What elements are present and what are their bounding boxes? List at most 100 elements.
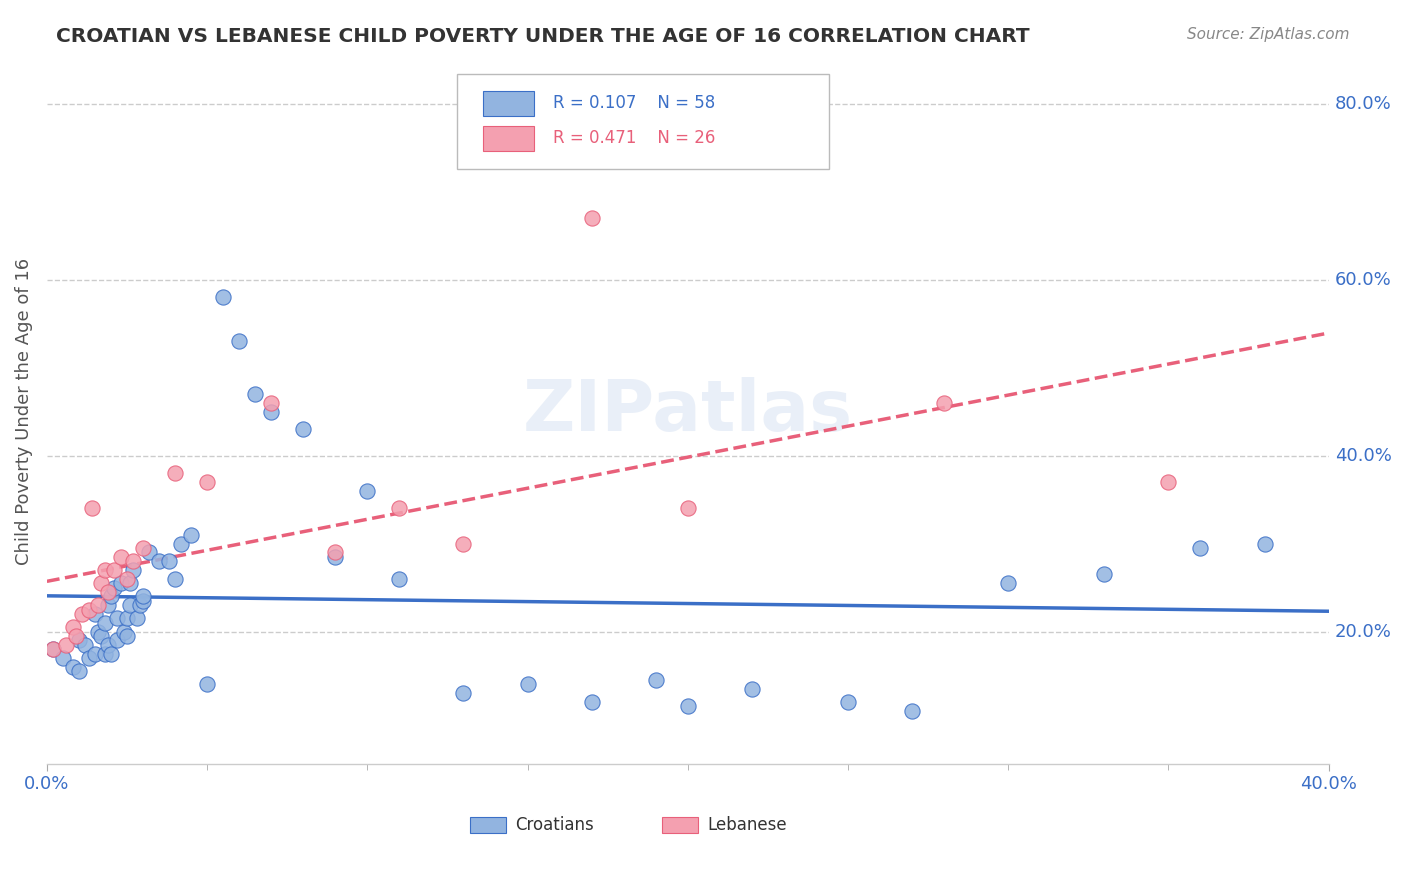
Point	[42, 642, 65, 657]
Text: 40.0%: 40.0%	[1336, 447, 1392, 465]
Point	[80, 501, 103, 516]
Point	[323, 549, 346, 564]
Point	[243, 387, 266, 401]
Point	[62, 620, 84, 634]
Point	[52, 651, 75, 665]
Point	[87, 624, 110, 639]
Point	[115, 611, 138, 625]
Text: 60.0%: 60.0%	[1336, 270, 1392, 289]
Point	[112, 624, 135, 639]
Point	[292, 422, 315, 436]
Point	[97, 599, 120, 613]
Text: 80.0%: 80.0%	[1336, 95, 1392, 112]
Point	[115, 629, 138, 643]
Point	[77, 651, 100, 665]
Point	[42, 642, 65, 657]
Point	[110, 576, 132, 591]
Point	[165, 572, 187, 586]
Point	[110, 549, 132, 564]
Point	[90, 576, 112, 591]
Point	[84, 647, 107, 661]
Point	[90, 629, 112, 643]
Point	[157, 554, 180, 568]
Point	[120, 576, 142, 591]
Text: Croatians: Croatians	[515, 816, 593, 834]
Point	[67, 665, 90, 679]
Point	[55, 638, 77, 652]
Text: R = 0.471    N = 26: R = 0.471 N = 26	[553, 129, 716, 147]
Point	[165, 467, 187, 481]
Point	[356, 483, 378, 498]
Text: CROATIAN VS LEBANESE CHILD POVERTY UNDER THE AGE OF 16 CORRELATION CHART: CROATIAN VS LEBANESE CHILD POVERTY UNDER…	[56, 27, 1029, 45]
Point	[70, 607, 93, 621]
Point	[115, 572, 138, 586]
FancyBboxPatch shape	[457, 74, 828, 169]
Point	[122, 563, 145, 577]
Point	[75, 638, 97, 652]
Point	[132, 594, 155, 608]
Point	[644, 673, 666, 687]
Point	[93, 615, 115, 630]
Point	[138, 545, 160, 559]
Point	[132, 590, 155, 604]
Point	[388, 501, 411, 516]
Point	[87, 599, 110, 613]
Point	[901, 704, 924, 718]
Point	[67, 633, 90, 648]
Point	[453, 686, 475, 700]
Point	[128, 599, 150, 613]
Text: R = 0.107    N = 58: R = 0.107 N = 58	[553, 95, 716, 112]
Point	[228, 334, 250, 349]
Point	[125, 611, 148, 625]
FancyBboxPatch shape	[662, 817, 697, 832]
Point	[1189, 541, 1212, 555]
Point	[741, 681, 763, 696]
Text: Source: ZipAtlas.com: Source: ZipAtlas.com	[1187, 27, 1350, 42]
Point	[581, 695, 603, 709]
Point	[77, 602, 100, 616]
Point	[62, 660, 84, 674]
Point	[837, 695, 859, 709]
FancyBboxPatch shape	[482, 127, 534, 151]
Point	[260, 396, 283, 410]
Point	[195, 677, 218, 691]
Point	[934, 396, 956, 410]
Point	[103, 563, 125, 577]
Point	[100, 590, 122, 604]
Point	[260, 404, 283, 418]
Point	[105, 633, 128, 648]
Point	[581, 211, 603, 225]
Point	[516, 677, 538, 691]
Point	[65, 629, 87, 643]
Point	[132, 541, 155, 555]
FancyBboxPatch shape	[470, 817, 506, 832]
Point	[148, 554, 170, 568]
Point	[97, 585, 120, 599]
Text: 20.0%: 20.0%	[1336, 623, 1392, 640]
Point	[997, 576, 1019, 591]
Point	[453, 536, 475, 550]
Point	[120, 599, 142, 613]
Point	[100, 647, 122, 661]
Y-axis label: Child Poverty Under the Age of 16: Child Poverty Under the Age of 16	[15, 258, 32, 566]
Point	[103, 581, 125, 595]
Point	[1253, 536, 1275, 550]
Text: Lebanese: Lebanese	[707, 816, 786, 834]
Point	[97, 638, 120, 652]
Point	[676, 699, 699, 714]
Point	[122, 554, 145, 568]
FancyBboxPatch shape	[482, 91, 534, 116]
Point	[195, 475, 218, 489]
Point	[105, 611, 128, 625]
Point	[1092, 567, 1115, 582]
Point	[323, 545, 346, 559]
Point	[93, 563, 115, 577]
Point	[676, 501, 699, 516]
Text: ZIPatlas: ZIPatlas	[523, 377, 853, 446]
Point	[93, 647, 115, 661]
Point	[1157, 475, 1180, 489]
Point	[180, 528, 202, 542]
Point	[212, 290, 235, 304]
Point	[388, 572, 411, 586]
Point	[170, 536, 193, 550]
